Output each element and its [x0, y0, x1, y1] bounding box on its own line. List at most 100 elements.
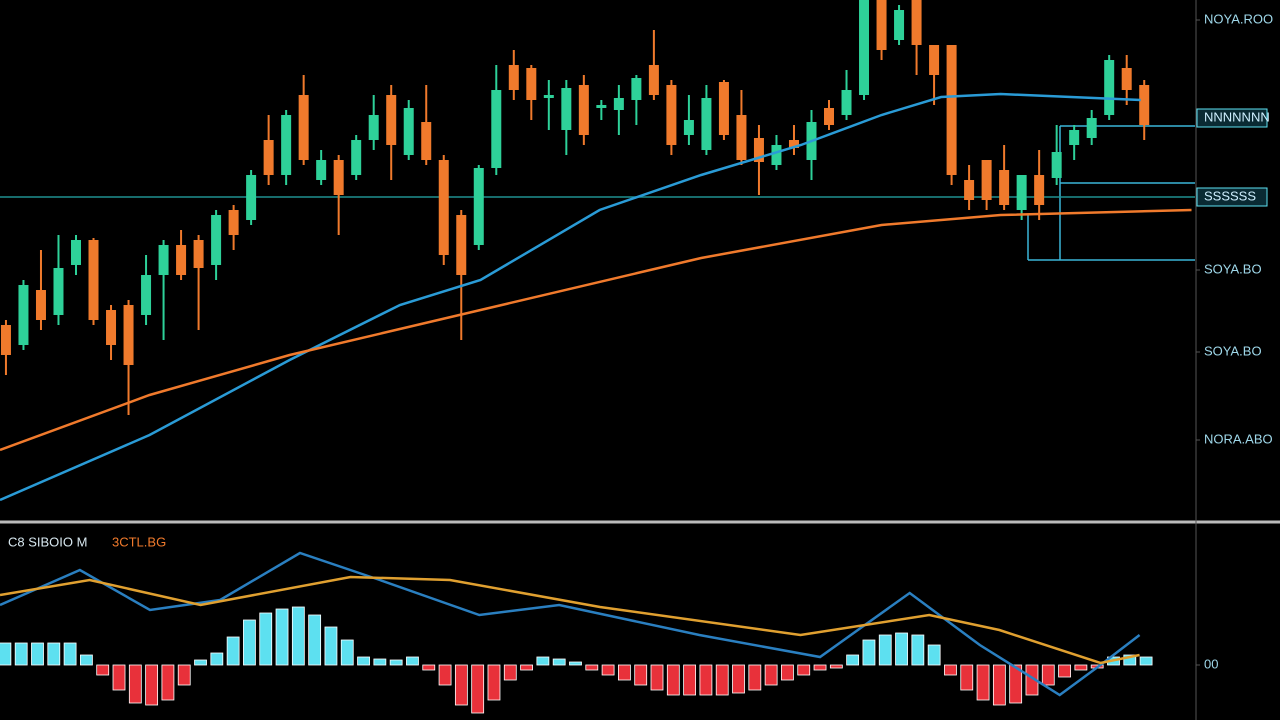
- histogram-bar: [14, 642, 28, 666]
- y-tick-label: NNNNNNN: [1204, 109, 1270, 124]
- candle-body: [718, 82, 729, 135]
- histogram-bar: [764, 664, 778, 686]
- candle-body: [613, 98, 624, 110]
- candle-body: [771, 145, 782, 165]
- candle-body: [53, 268, 64, 315]
- histogram-bar: [813, 664, 827, 671]
- candle-body: [35, 290, 46, 320]
- candle-body: [351, 140, 362, 175]
- candle-body: [701, 98, 712, 150]
- price-tag: [1196, 187, 1268, 207]
- histogram-bar: [927, 644, 941, 666]
- candle-body: [1069, 130, 1080, 145]
- histogram-bar: [406, 656, 419, 666]
- candle-body: [211, 215, 222, 265]
- y-tick-label: NOYA.ROO: [1204, 11, 1273, 26]
- histogram-bar: [748, 664, 762, 691]
- histogram-bar: [992, 664, 1006, 706]
- histogram-bar: [389, 659, 403, 666]
- histogram-bar: [373, 658, 387, 666]
- histogram-bar: [1123, 654, 1137, 666]
- histogram-bar: [112, 664, 126, 691]
- histogram-bar: [960, 664, 974, 691]
- candle-body: [368, 115, 379, 140]
- histogram-bar: [243, 619, 256, 666]
- candle-body: [1104, 60, 1115, 115]
- candle-body: [876, 0, 887, 50]
- candle-body: [158, 245, 169, 275]
- candle-body: [438, 160, 449, 255]
- candle-body: [788, 140, 799, 148]
- candle-body: [1034, 175, 1045, 205]
- histogram-bar: [569, 661, 582, 666]
- histogram-bar: [797, 664, 811, 676]
- candle-body: [911, 0, 922, 45]
- candle-body: [1121, 68, 1132, 90]
- histogram-bar: [552, 658, 566, 666]
- histogram-bar: [161, 664, 175, 701]
- candle-body: [71, 240, 82, 265]
- histogram-bar: [1058, 664, 1071, 678]
- histogram-bar: [683, 664, 697, 696]
- histogram-bar: [976, 664, 990, 701]
- candle-body: [596, 105, 607, 108]
- candle-body: [631, 78, 642, 100]
- histogram-bar: [471, 664, 485, 714]
- moving-average: [0, 208, 1192, 452]
- histogram-bar: [145, 664, 159, 706]
- histogram-bar: [1041, 664, 1055, 686]
- candle-body: [281, 115, 292, 175]
- histogram-bar: [878, 634, 892, 666]
- range-box: [1027, 125, 1195, 261]
- moving-average: [0, 92, 1141, 502]
- candle-body: [648, 65, 659, 95]
- candle-body: [981, 160, 992, 200]
- histogram-bar: [1009, 664, 1023, 704]
- indicator-value: 3CTL.BG: [112, 534, 166, 549]
- histogram-bar: [63, 642, 77, 666]
- histogram-bar: [895, 632, 908, 666]
- histogram-bar: [259, 612, 273, 666]
- candle-body: [1016, 175, 1027, 210]
- indicator-title: C8 SIBOIO M: [8, 534, 87, 549]
- histogram-bar: [324, 626, 338, 666]
- histogram-bar: [846, 654, 860, 666]
- histogram-bar: [210, 652, 224, 666]
- histogram-bar: [275, 608, 289, 666]
- candle-body: [263, 140, 274, 175]
- histogram-bar: [617, 664, 631, 681]
- histogram-bar: [1074, 664, 1088, 671]
- histogram-bar: [862, 639, 876, 666]
- y-tick-label: 00: [1204, 656, 1218, 671]
- histogram-bar: [194, 659, 207, 666]
- candle-body: [841, 90, 852, 115]
- histogram-bar: [503, 664, 517, 681]
- y-tick-label: SOYA.BO: [1204, 261, 1262, 276]
- histogram-bar: [438, 664, 452, 686]
- candle-body: [316, 160, 327, 180]
- histogram-bar: [829, 664, 843, 669]
- candle-body: [666, 85, 677, 145]
- histogram-bar: [291, 606, 305, 666]
- histogram-bar: [699, 664, 713, 696]
- histogram-bar: [944, 664, 957, 676]
- histogram-bar: [601, 664, 615, 676]
- histogram-bar: [911, 634, 925, 666]
- histogram-bar: [0, 642, 12, 666]
- candle-body: [193, 240, 204, 268]
- candle-body: [1086, 118, 1097, 138]
- candle-body: [526, 68, 537, 100]
- histogram-bar: [47, 642, 61, 666]
- histogram-bar: [732, 664, 745, 694]
- price-tag: [1196, 108, 1268, 128]
- candle-body: [456, 215, 467, 275]
- candle-body: [298, 95, 309, 160]
- histogram-bar: [454, 664, 468, 706]
- candle-body: [683, 120, 694, 135]
- candle-body: [999, 170, 1010, 205]
- histogram-bar: [128, 664, 142, 704]
- candle-body: [421, 122, 432, 160]
- candle-body: [88, 240, 99, 320]
- histogram-bar: [487, 664, 501, 701]
